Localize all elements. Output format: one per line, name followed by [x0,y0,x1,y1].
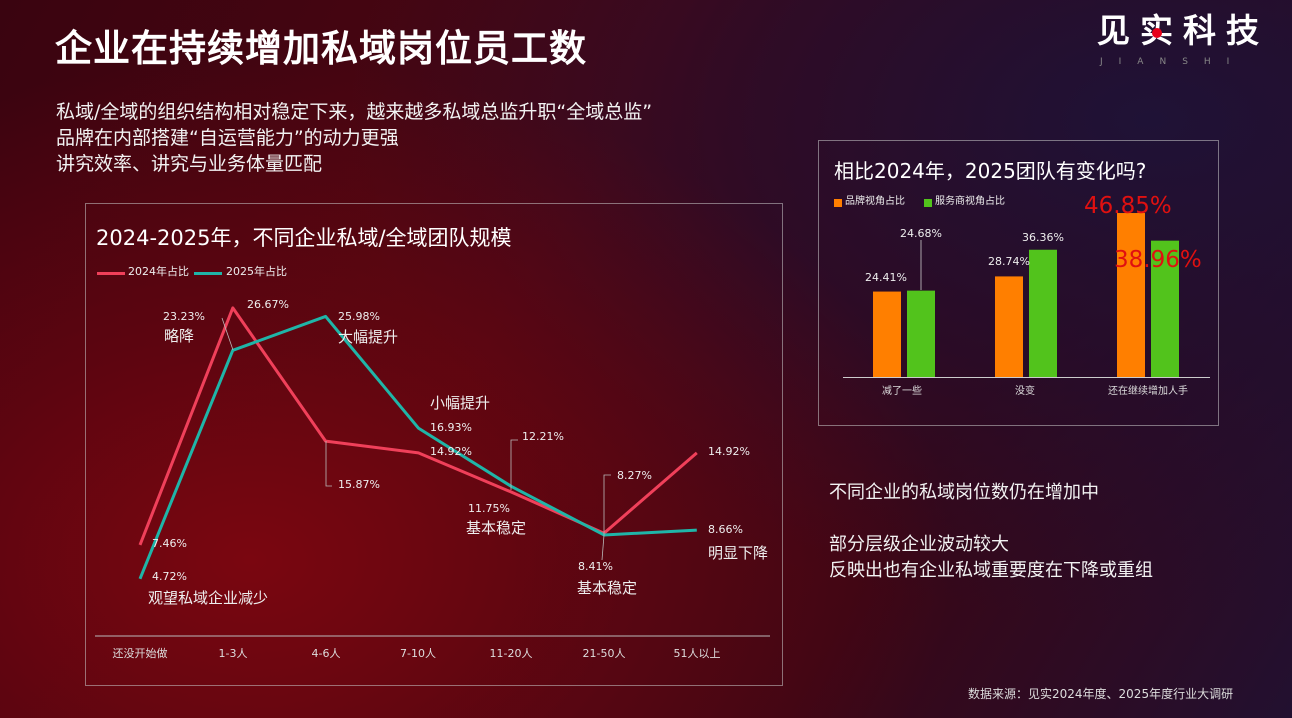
series-line-1 [138,314,697,580]
x-tick-2: 4-6人 [311,647,341,660]
label-2024-6: 14.92% [708,445,750,458]
bar-x-tick-2: 还在继续增加人手 [1108,386,1188,397]
leader-line-2 [510,439,518,490]
x-tick-0: 还没开始做 [112,647,168,660]
x-tick-6: 51人以上 [673,647,721,660]
bullet-3: 讲究效率、讲究与业务体量匹配 [56,153,323,175]
leader-line-3 [603,474,611,535]
bar-0-1 [995,276,1023,377]
bar-label-brand-0: 24.41% [865,271,907,284]
right-note-3: 反映出也有企业私域重要度在下降或重组 [829,560,1153,581]
label-2024-1: 26.67% [247,298,289,311]
right-note-1: 不同企业的私域岗位数仍在增加中 [829,482,1099,503]
x-tick-1: 1-3人 [218,647,248,660]
logo-en: JIANSHI [1100,57,1246,67]
label-2024-2: 15.87% [338,478,380,491]
bar-label-brand-1: 28.74% [988,255,1030,268]
annotation-2: 大幅提升 [338,328,399,346]
legend-2024: 2024年占比 [128,265,189,278]
legend-swatch-agency [924,199,932,207]
label-2024-3: 14.92% [430,445,472,458]
bar-1-1 [1029,249,1057,377]
annotation-5: 基本稳定 [577,579,638,597]
annotation-3: 小幅提升 [430,394,491,412]
legend-swatch-2024 [97,272,125,275]
bar-chart-panel [818,140,1219,426]
right-note-2: 部分层级企业波动较大 [829,534,1009,555]
label-2025-3: 16.93% [430,421,472,434]
annotation-4: 基本稳定 [466,519,527,537]
bar-1-2 [1151,240,1179,377]
label-2024-5: 8.41% [578,560,613,573]
bar-0-0 [873,291,901,377]
bar-label-brand-2: 46.85% [1084,193,1172,219]
line-chart-title: 2024-2025年，不同企业私域/全域团队规模 [96,226,512,250]
x-tick-4: 11-20人 [489,647,533,660]
annotation-6: 明显下降 [708,544,769,562]
logo: 见实科技 [1097,11,1269,50]
x-tick-3: 7-10人 [400,647,436,660]
legend-agency: 服务商视角占比 [935,196,1005,207]
bar-1-0 [907,290,935,377]
data-source: 数据来源：见实2024年度、2025年度行业大调研 [968,687,1234,701]
legend-2025: 2025年占比 [226,265,287,278]
legend-brand: 品牌视角占比 [845,196,905,207]
leader-line-0 [221,317,234,351]
legend-swatch-brand [834,199,842,207]
label-2025-2: 25.98% [338,310,380,323]
bar-label-agency-1: 36.36% [1022,231,1064,244]
bar-x-tick-1: 没变 [1015,386,1035,397]
label-2024-0: 7.46% [152,537,187,550]
bar-label-agency-2: 38.96% [1114,247,1202,273]
annotation-1: 略降 [164,327,195,345]
x-tick-5: 21-50人 [582,647,626,660]
label-2025-6: 8.66% [708,523,743,536]
annotation-0: 观望私域企业减少 [148,589,269,607]
label-2024-4: 11.75% [468,502,510,515]
page-title: 企业在持续增加私域岗位员工数 [55,27,587,70]
logo-dot-icon [1152,28,1162,38]
label-2025-0: 4.72% [152,570,187,583]
bar-0-2 [1117,213,1145,377]
label-2025-4: 12.21% [522,430,564,443]
bullet-2: 品牌在内部搭建“自运营能力”的动力更强 [56,127,399,149]
bar-chart-title: 相比2024年，2025团队有变化吗? [834,159,1147,183]
leader-line-4 [601,534,605,561]
bar-label-agency-0: 24.68% [900,227,942,240]
label-2025-1: 23.23% [163,310,205,323]
label-2025-5: 8.27% [617,469,652,482]
legend-swatch-2025 [194,272,222,275]
bullet-1: 私域/全域的组织结构相对稳定下来，越来越多私域总监升职“全域总监” [56,101,653,123]
bar-x-tick-0: 减了一些 [882,386,922,397]
line-chart-panel [85,203,783,686]
leader-line-1 [325,441,332,487]
